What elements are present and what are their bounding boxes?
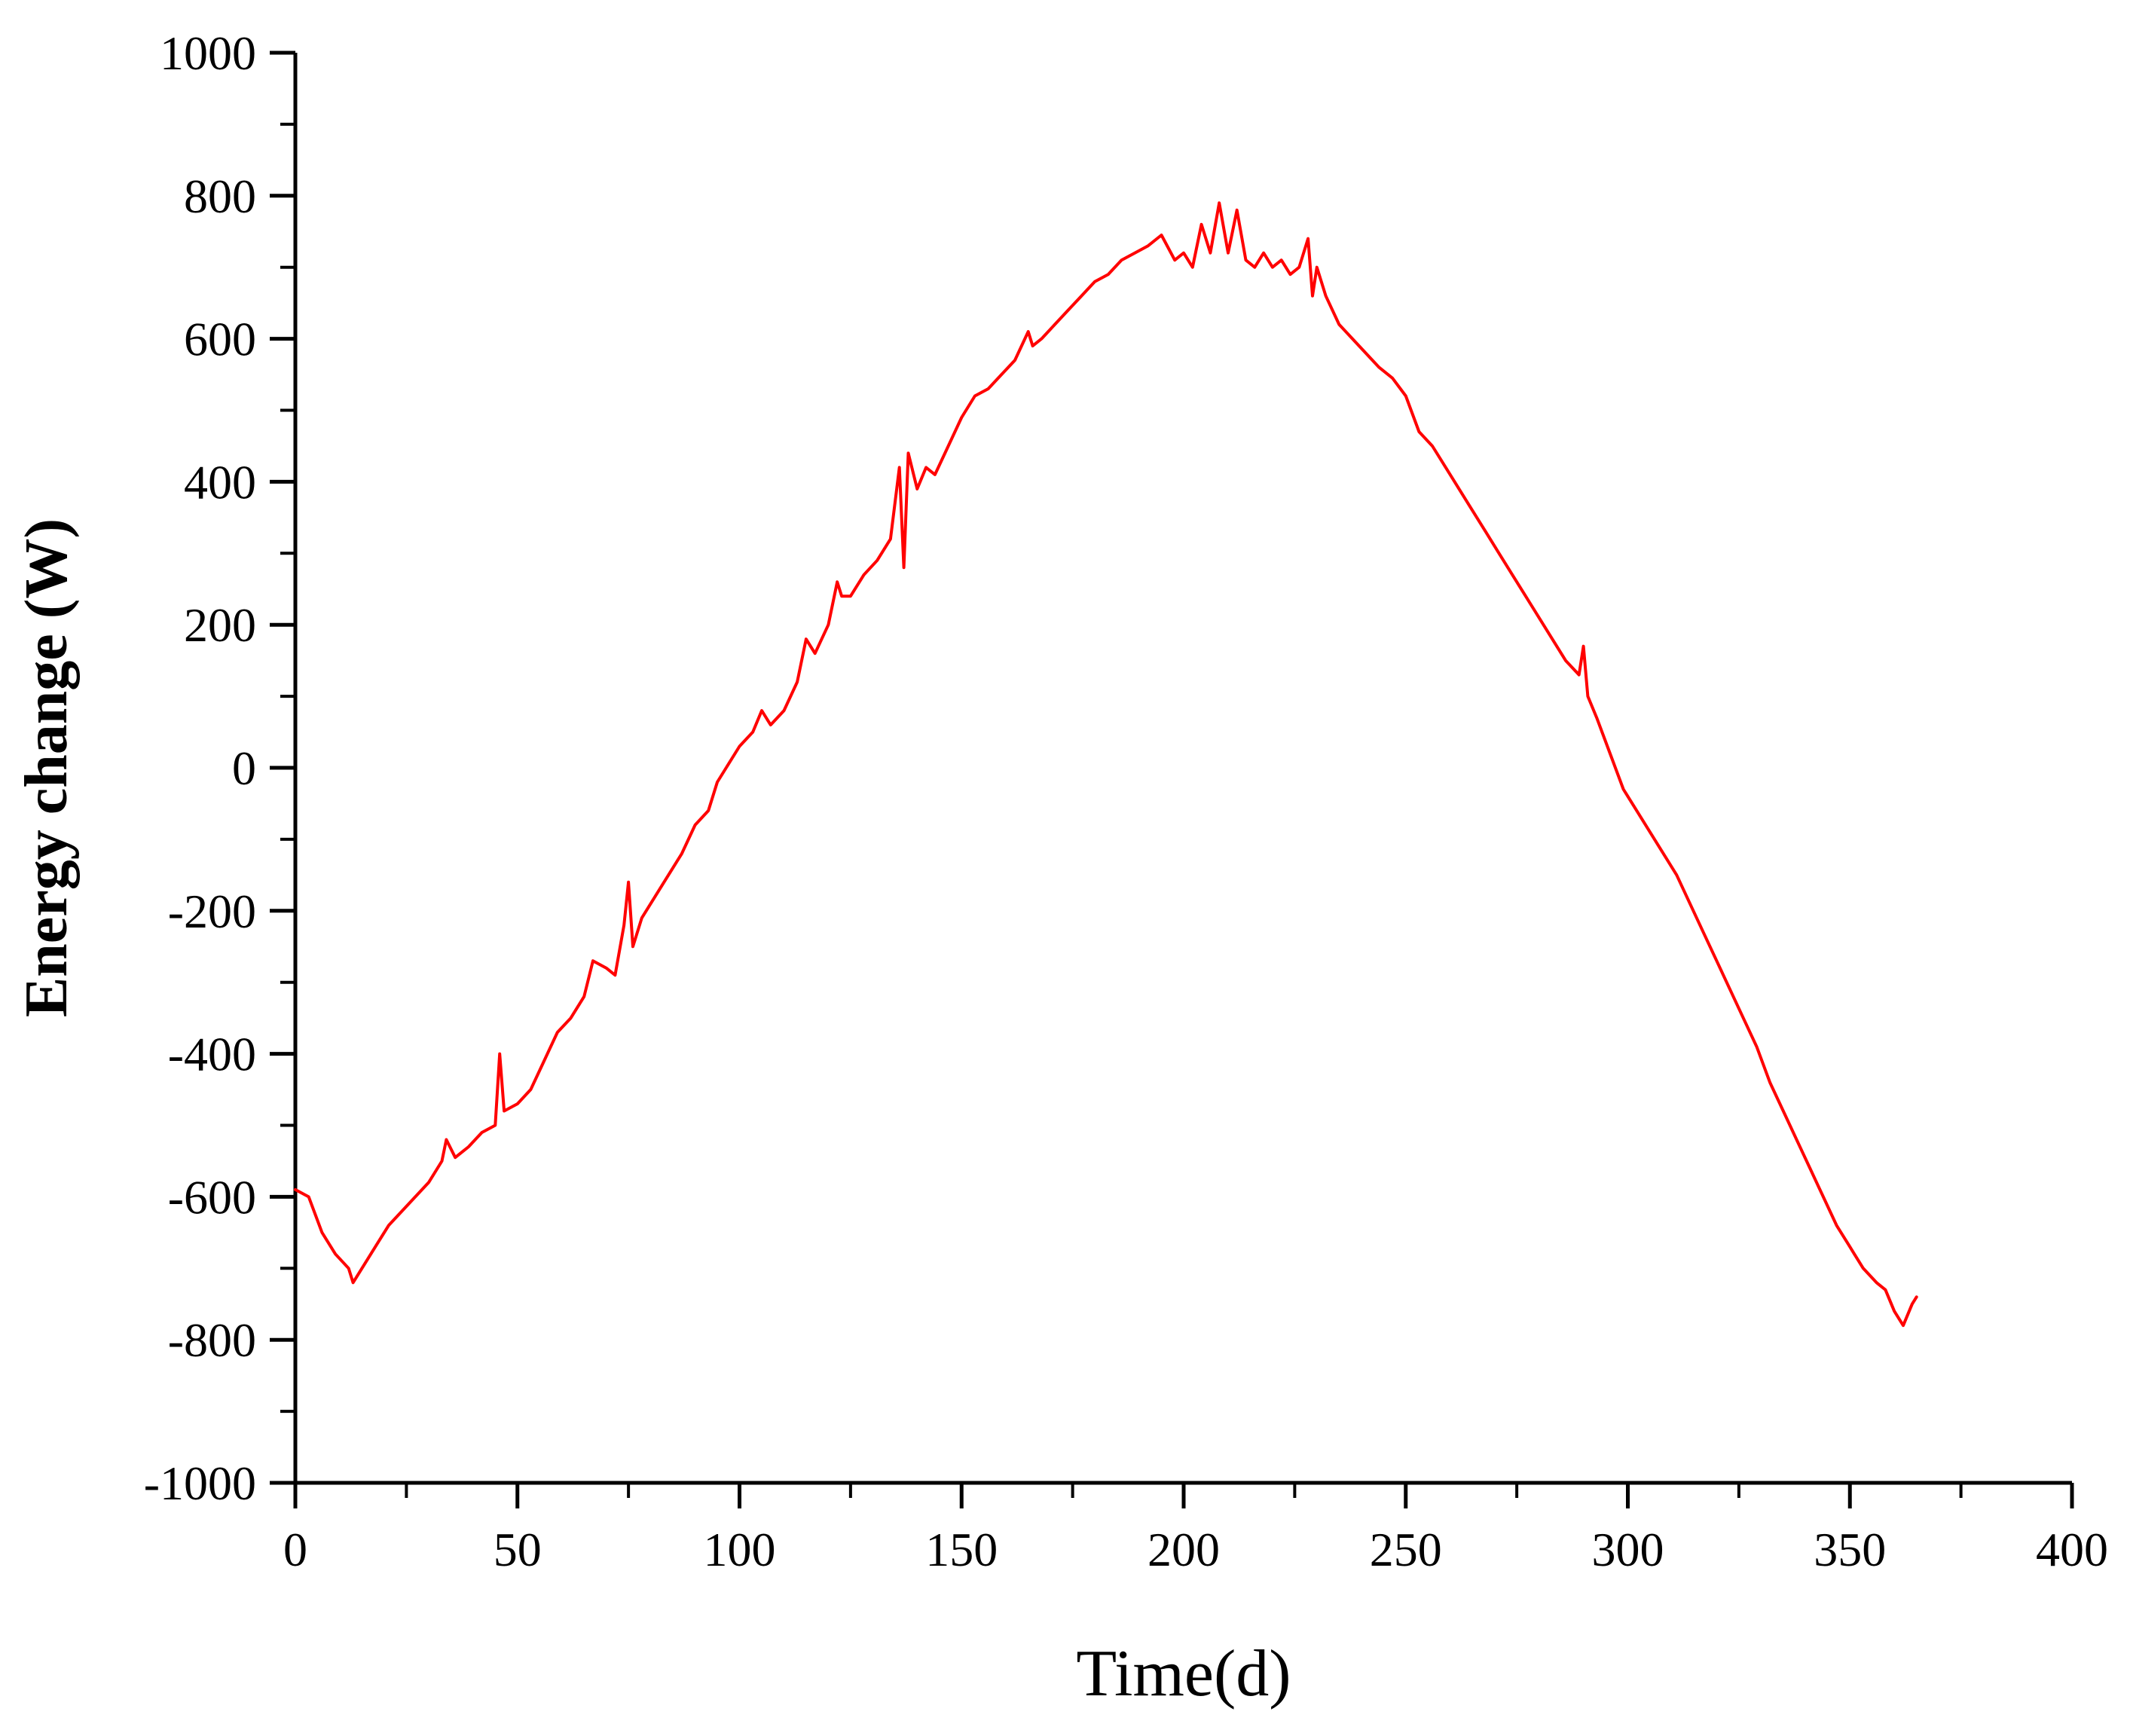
x-axis-title: Time(d) <box>1076 1637 1291 1710</box>
x-tick-label: 400 <box>2036 1523 2108 1576</box>
y-tick-label: -400 <box>168 1028 256 1081</box>
y-tick-label: -1000 <box>144 1456 256 1510</box>
y-tick-label: -200 <box>168 885 256 938</box>
x-tick-label: 100 <box>704 1523 776 1576</box>
x-tick-label: 350 <box>1814 1523 1886 1576</box>
y-axis-title: Energy change (W) <box>14 518 80 1017</box>
y-tick-label: 400 <box>184 455 256 509</box>
axis-ticks <box>270 50 2074 1508</box>
y-tick-label: -800 <box>168 1313 256 1367</box>
y-tick-label: 0 <box>232 741 256 795</box>
x-tick-label: 50 <box>494 1523 542 1576</box>
y-tick-labels: -1000 -800 -600 -400 -200 0 200 400 600 800 1000 <box>144 26 256 1510</box>
x-tick-labels: 0 50 100 150 200 250 300 350 400 <box>283 1523 2108 1576</box>
x-tick-label: 300 <box>1592 1523 1664 1576</box>
y-tick-label: -600 <box>168 1170 256 1224</box>
x-tick-label: 0 <box>283 1523 307 1576</box>
series-line <box>294 201 1918 1328</box>
y-tick-label: 800 <box>184 170 256 223</box>
y-tick-label: 200 <box>184 598 256 652</box>
series-layer <box>294 201 1918 1328</box>
x-tick-label: 150 <box>925 1523 998 1576</box>
x-tick-label: 200 <box>1148 1523 1220 1576</box>
x-tick-label: 250 <box>1370 1523 1442 1576</box>
y-tick-label: 600 <box>184 313 256 366</box>
y-tick-label: 1000 <box>160 26 256 80</box>
